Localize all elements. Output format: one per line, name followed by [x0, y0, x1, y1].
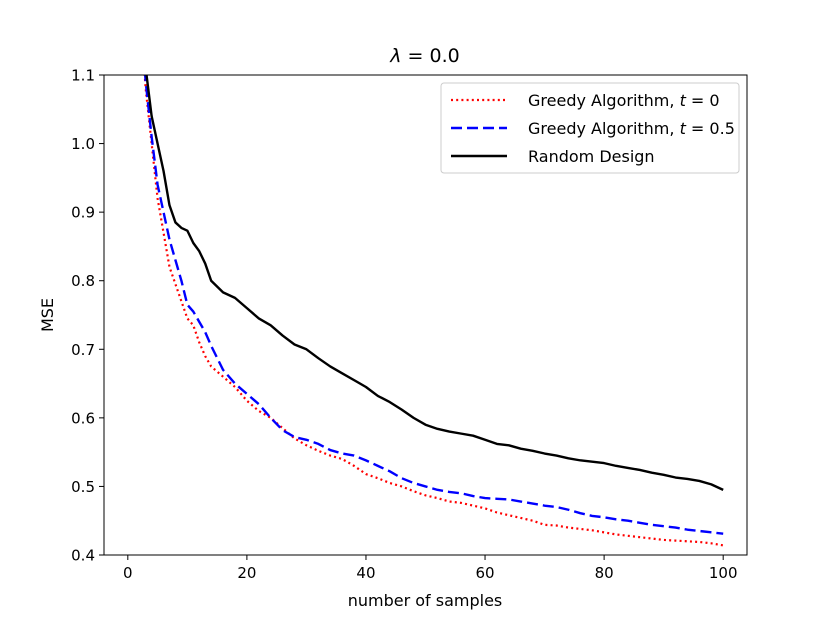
- x-tick-label: 20: [237, 564, 256, 582]
- series-greedy-t0-line: [143, 75, 724, 547]
- y-tick-label: 1.1: [71, 67, 95, 85]
- x-axis-label: number of samples: [348, 591, 503, 610]
- chart-title: λ = 0.0: [389, 45, 459, 67]
- series-greedy-t05-line: [143, 75, 724, 535]
- series-layer: [143, 75, 724, 547]
- legend-entry-greedy-t05: Greedy Algorithm, t = 0.5: [528, 119, 735, 138]
- legend-entry-greedy-t0: Greedy Algorithm, t = 0: [528, 91, 720, 110]
- x-tick-label: 60: [475, 564, 494, 582]
- y-tick-label: 1.0: [71, 135, 95, 153]
- x-tick-label: 0: [123, 564, 133, 582]
- y-tick-label: 0.9: [71, 204, 95, 222]
- axes-frame: [103, 74, 748, 556]
- series-random-design-line: [145, 75, 724, 491]
- y-tick-label: 0.4: [71, 547, 95, 565]
- y-tick-label: 0.5: [71, 478, 95, 496]
- x-tick-label: 80: [595, 564, 614, 582]
- legend-entry-random-design: Random Design: [528, 147, 655, 166]
- x-tick-label: 100: [709, 564, 738, 582]
- y-tick-label: 0.6: [71, 409, 95, 427]
- legend-box: [440, 82, 740, 174]
- x-axis-ticks: 0 20 40 60 80 100: [123, 555, 738, 582]
- y-axis-label: MSE: [38, 298, 57, 332]
- x-tick-label: 40: [356, 564, 375, 582]
- legend: Greedy Algorithm, t = 0 Greedy Algorithm…: [440, 82, 740, 174]
- y-tick-label: 0.8: [71, 272, 95, 290]
- y-tick-label: 0.7: [71, 341, 95, 359]
- y-axis-ticks: 0.4 0.5 0.6 0.7 0.8 0.9 1.0 1.1: [71, 67, 104, 565]
